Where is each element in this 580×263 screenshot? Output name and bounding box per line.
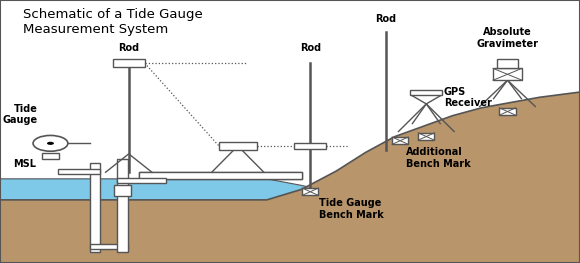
Polygon shape [411, 95, 442, 104]
Text: Rod: Rod [118, 43, 139, 53]
Bar [295, 143, 327, 149]
Bar [58, 169, 100, 174]
Text: Rod: Rod [300, 43, 321, 53]
Bar [219, 142, 256, 150]
Text: Additional
Bench Mark: Additional Bench Mark [406, 147, 471, 169]
Bar [498, 59, 518, 68]
Polygon shape [0, 179, 580, 263]
Text: GPS
Receiver: GPS Receiver [444, 87, 492, 108]
Bar [113, 59, 145, 67]
Bar [139, 172, 302, 179]
Text: MSL: MSL [13, 159, 36, 169]
Text: Schematic of a Tide Gauge
Measurement System: Schematic of a Tide Gauge Measurement Sy… [23, 8, 203, 36]
Bar [302, 188, 318, 195]
Circle shape [47, 142, 54, 145]
Bar [90, 163, 100, 252]
Bar [42, 153, 59, 159]
Bar [117, 178, 166, 183]
Bar [493, 68, 522, 80]
Bar [90, 244, 128, 249]
Polygon shape [0, 92, 580, 263]
Text: Absolute
Gravimeter: Absolute Gravimeter [477, 27, 538, 49]
Text: Tide
Gauge: Tide Gauge [2, 104, 38, 125]
Bar [139, 172, 302, 179]
Text: Tide Gauge
Bench Mark: Tide Gauge Bench Mark [319, 198, 384, 220]
Text: Rod: Rod [375, 14, 396, 24]
Bar [418, 133, 434, 140]
Bar [499, 108, 516, 115]
Bar [392, 137, 408, 144]
Bar [117, 159, 128, 252]
Bar [411, 90, 443, 95]
Circle shape [33, 135, 68, 151]
Bar [114, 185, 130, 196]
